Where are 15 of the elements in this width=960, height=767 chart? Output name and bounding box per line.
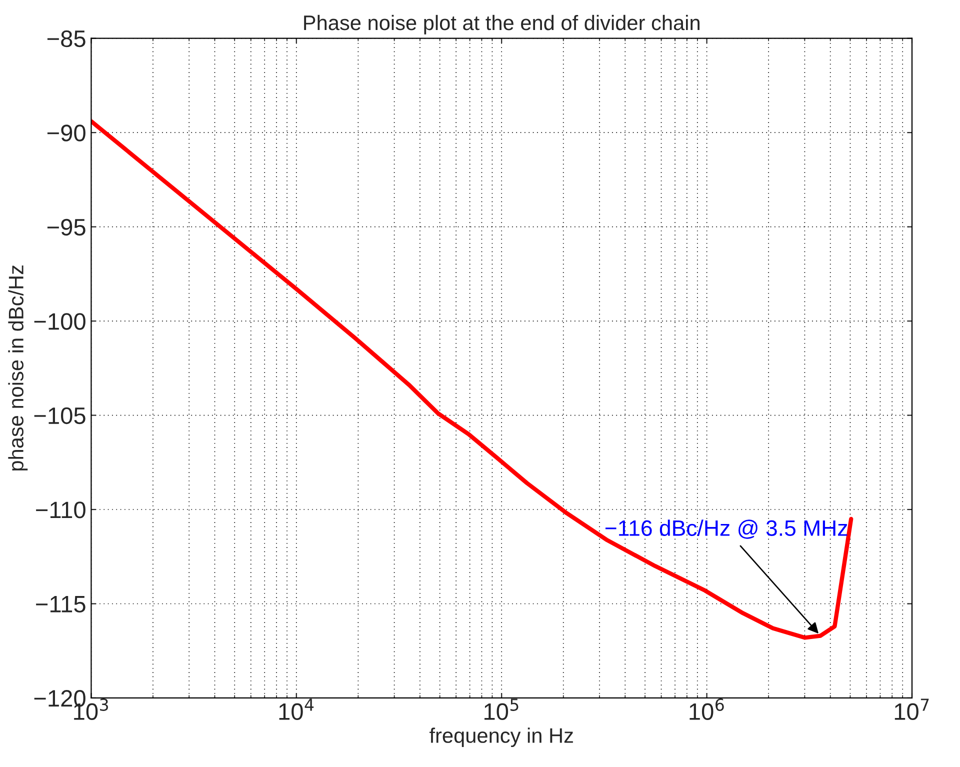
- x-tick-label: 10$^{6}$: [690, 698, 724, 720]
- y-axis-title: phase noise in dBc/Hz: [8, 266, 28, 470]
- y-tick-label: −100: [34, 313, 86, 330]
- y-tick-label: −90: [47, 124, 86, 142]
- chart-title: Phase noise plot at the end of divider chain: [304, 14, 700, 34]
- x-tick-label: 10$^{4}$: [279, 698, 314, 720]
- y-tick-label: −110: [36, 502, 86, 518]
- y-tick-label: −95: [47, 218, 86, 236]
- y-tick-label: −105: [34, 407, 86, 424]
- x-tick-label: 10$^{7}$: [894, 698, 929, 720]
- y-tick-label: −85: [47, 30, 86, 48]
- y-tick-label: −115: [36, 596, 86, 613]
- annotation: −116 dBc/Hz @ 3.5 MHz: [605, 520, 848, 539]
- x-tick-label: 10$^{5}$: [484, 698, 518, 720]
- x-axis-title: frequency in Hz: [430, 728, 573, 748]
